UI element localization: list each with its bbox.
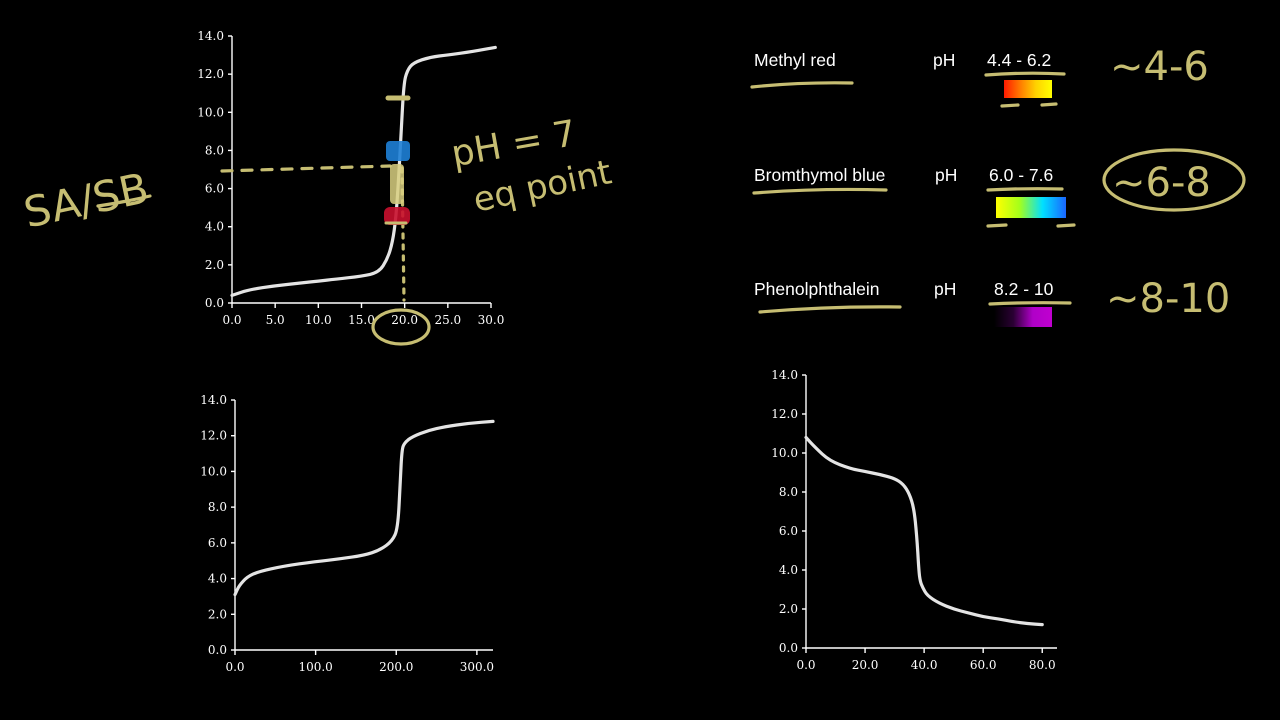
indicator-row-phenolphthalein: Phenolphthalein pH 8.2 - 10 ~8-10 xyxy=(754,276,1230,327)
indicator-name-underline xyxy=(752,187,888,195)
indicator-name: Phenolphthalein xyxy=(754,279,880,299)
indicator-name-underline xyxy=(750,81,854,89)
indicator-markers xyxy=(384,95,411,225)
y-tick-label: 4.0 xyxy=(208,572,227,586)
y-tick-label: 14.0 xyxy=(197,29,224,43)
indicator-name: Methyl red xyxy=(754,50,836,70)
titration-curve xyxy=(233,419,495,597)
titration-curve xyxy=(230,45,497,297)
y-tick-label: 0.0 xyxy=(205,296,224,310)
approx-range-note: ~4-6 xyxy=(1110,44,1209,90)
y-tick-label: 10.0 xyxy=(197,105,224,119)
marker-bromthymol-blue xyxy=(386,141,410,161)
x-tick-label: 0.0 xyxy=(222,313,241,327)
approx-range-note: ~6-8 xyxy=(1112,160,1211,206)
y-tick-label: 0.0 xyxy=(208,643,227,657)
approx-range-circle xyxy=(1102,148,1246,212)
y-tick-label: 14.0 xyxy=(771,368,798,382)
y-tick-label: 14.0 xyxy=(200,393,227,407)
indicator-ph-label: pH xyxy=(935,165,957,185)
y-tick-label: 4.0 xyxy=(205,220,224,234)
ph7-dashed-line xyxy=(220,164,392,173)
x-tick-label: 0.0 xyxy=(796,658,815,672)
eq-volume-circle xyxy=(371,308,431,346)
swatch-ticks xyxy=(1000,102,1058,108)
y-tick-label: 2.0 xyxy=(208,607,227,621)
x-tick-label: 10.0 xyxy=(305,313,332,327)
indicator-range: 6.0 - 7.6 xyxy=(989,165,1053,185)
indicator-range: 8.2 - 10 xyxy=(994,279,1054,299)
y-tick-label: 0.0 xyxy=(779,641,798,655)
y-tick-label: 10.0 xyxy=(200,464,227,478)
chart-weak-acid-strong-base: 0.0 2.0 4.0 6.0 8.0 10.0 12.0 14.0 0.0 100.0 200.0… xyxy=(200,393,495,674)
x-tick-label: 80.0 xyxy=(1029,658,1056,672)
indicator-table: Methyl red pH 4.4 - 6.2 ~4-6 Bromthymol … xyxy=(750,44,1246,327)
indicator-range: 4.4 - 6.2 xyxy=(987,50,1051,70)
color-swatch-methyl-red xyxy=(1004,80,1052,98)
indicator-name-underline xyxy=(758,305,902,314)
x-tick-label: 15.0 xyxy=(348,313,375,327)
x-tick-label: 20.0 xyxy=(391,313,418,327)
x-tick-label: 0.0 xyxy=(225,660,244,674)
indicator-ph-label: pH xyxy=(933,50,955,70)
sa-sb-annotation: SA/SB xyxy=(20,163,153,237)
chart-strong-acid-strong-base: 0.0 2.0 4.0 6.0 8.0 10.0 12.0 14.0 0.0 5.0 10.0 15.… xyxy=(197,29,504,327)
y-tick-label: 6.0 xyxy=(779,524,798,538)
color-swatch-bromthymol-blue xyxy=(996,197,1066,218)
y-tick-label: 2.0 xyxy=(205,258,224,272)
y-tick-label: 2.0 xyxy=(779,602,798,616)
marker-bromthymol-yellow xyxy=(390,164,404,204)
y-tick-label: 6.0 xyxy=(205,182,224,196)
titration-curve xyxy=(804,435,1044,627)
indicator-ph-label: pH xyxy=(934,279,956,299)
x-tick-label: 40.0 xyxy=(911,658,938,672)
approx-range-note: ~8-10 xyxy=(1106,276,1230,322)
indicator-row-bromthymol-blue: Bromthymol blue pH 6.0 - 7.6 ~6-8 xyxy=(752,148,1246,228)
x-tick-label: 25.0 xyxy=(434,313,461,327)
x-tick-label: 100.0 xyxy=(298,660,332,674)
x-tick-label: 300.0 xyxy=(460,660,494,674)
indicator-name: Bromthymol blue xyxy=(754,165,885,185)
y-tick-label: 6.0 xyxy=(208,536,227,550)
x-tick-label: 5.0 xyxy=(266,313,285,327)
x-tick-label: 30.0 xyxy=(478,313,505,327)
indicator-range-underline xyxy=(986,187,1064,192)
chart-weak-base-strong-acid: 0.0 2.0 4.0 6.0 8.0 10.0 12.0 14.0 0.0 20.0 40.0 60… xyxy=(771,368,1057,672)
x-tick-label: 200.0 xyxy=(379,660,413,674)
equivalence-annotation: pH = 7 eq point xyxy=(448,113,615,221)
color-swatch-phenolphthalein xyxy=(994,307,1052,327)
swatch-ticks xyxy=(986,223,1076,228)
y-tick-label: 8.0 xyxy=(779,485,798,499)
x-tick-label: 20.0 xyxy=(852,658,879,672)
y-tick-label: 12.0 xyxy=(200,429,227,443)
indicator-range-underline xyxy=(984,71,1066,77)
x-tick-label: 60.0 xyxy=(970,658,997,672)
y-tick-label: 8.0 xyxy=(205,143,224,157)
marker-methyl-red xyxy=(384,207,410,225)
y-tick-label: 10.0 xyxy=(771,446,798,460)
y-tick-label: 12.0 xyxy=(197,67,224,81)
indicator-row-methyl-red: Methyl red pH 4.4 - 6.2 ~4-6 xyxy=(750,44,1209,108)
indicator-range-underline xyxy=(988,301,1072,306)
y-tick-label: 12.0 xyxy=(771,407,798,421)
sa-sb-underline xyxy=(96,194,152,208)
y-tick-label: 4.0 xyxy=(779,563,798,577)
y-tick-label: 8.0 xyxy=(208,500,227,514)
